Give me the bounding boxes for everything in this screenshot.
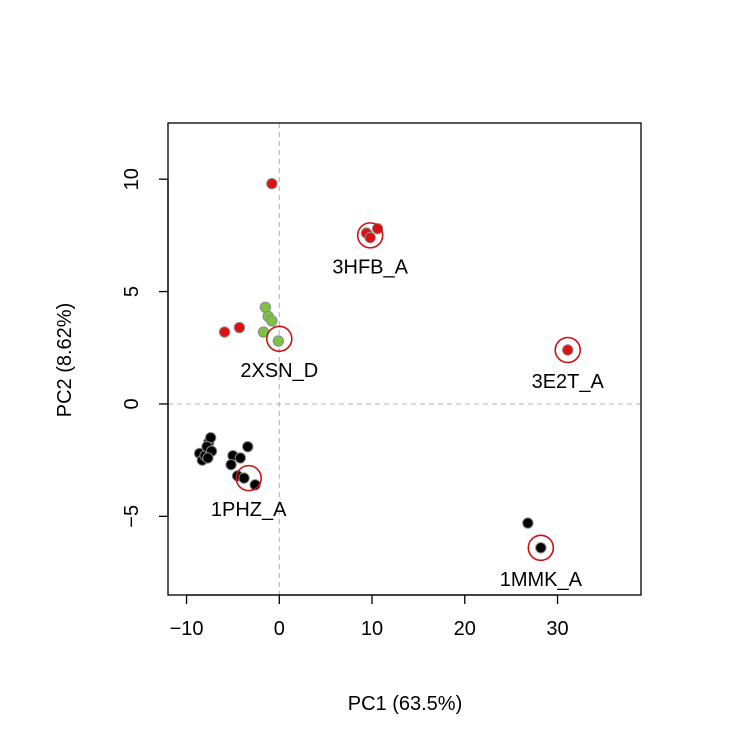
point-label: 1PHZ_A — [211, 499, 287, 521]
highlight-ring — [356, 222, 384, 249]
highlight-ring — [265, 325, 293, 353]
x-tick-label: −10 — [170, 618, 204, 640]
point-label: 3E2T_A — [532, 371, 605, 393]
highlight-ring — [554, 336, 582, 364]
x-axis: −10 0 10 20 30 — [170, 594, 569, 640]
data-point — [234, 452, 247, 464]
highlight-ring — [235, 464, 262, 492]
x-axis-label: PC1 (63.5%) — [348, 693, 463, 715]
x-tick-label: 10 — [361, 618, 383, 640]
data-point — [238, 472, 250, 484]
data-point — [202, 452, 214, 464]
y-tick-label: 0 — [121, 398, 143, 409]
data-point — [233, 321, 246, 334]
data-point — [562, 344, 574, 356]
y-axis: −5 0 5 10 — [121, 168, 169, 528]
plot-frame — [167, 122, 642, 596]
point-label: 2XSN_D — [240, 360, 318, 382]
data-point — [371, 222, 384, 235]
highlight-ring — [527, 534, 555, 562]
point-label: 1MMK_A — [500, 569, 583, 591]
data-points — [193, 177, 574, 554]
x-tick-label: 30 — [546, 618, 568, 640]
x-tick-label: 20 — [454, 618, 476, 640]
data-point — [218, 326, 231, 338]
data-point — [225, 458, 237, 471]
y-tick-label: 5 — [121, 286, 143, 297]
y-tick-label: −5 — [121, 505, 143, 528]
data-point — [522, 517, 534, 529]
data-point — [364, 231, 376, 244]
data-point — [272, 335, 285, 347]
data-point — [266, 315, 278, 327]
data-point — [535, 542, 547, 554]
x-tick-label: 0 — [274, 618, 285, 640]
y-axis-label: PC2 (8.62%) — [54, 303, 76, 418]
y-tick-label: 10 — [121, 168, 143, 190]
data-point — [266, 177, 278, 190]
reference-lines — [168, 123, 641, 595]
data-point — [242, 440, 254, 453]
point-label: 3HFB_A — [332, 256, 408, 278]
highlighted-structures: 3HFB_A 2XSN_D 3E2T_A 1PHZ_A 1MMK_A — [211, 222, 605, 591]
